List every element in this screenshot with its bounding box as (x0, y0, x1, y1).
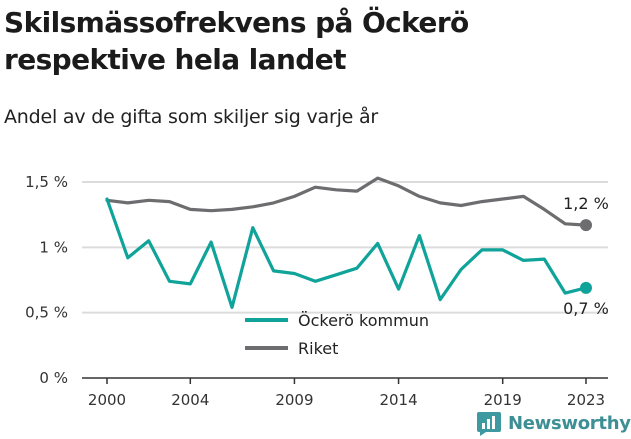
legend-label: Riket (298, 339, 338, 358)
x-axis: 2000 2004 2009 2014 2019 2023 (82, 377, 608, 409)
series-line (105, 176, 588, 227)
series-end-point (580, 281, 592, 294)
legend-label: Öckerö kommun (298, 311, 429, 330)
x-tick-label: 2004 (171, 391, 209, 409)
series-end-point (580, 219, 592, 232)
series-lines: 1,2 % 0,7 % (105, 176, 609, 318)
x-tick-label: 2000 (88, 391, 126, 409)
newsworthy-chart-icon (477, 412, 501, 436)
series-end-label: 1,2 % (563, 194, 609, 213)
x-tick-label: 2009 (275, 391, 313, 409)
grid-lines (82, 181, 608, 314)
series-end-label: 0,7 % (563, 299, 609, 318)
x-tick-label: 2019 (484, 391, 522, 409)
y-tick-label: 0 % (39, 369, 68, 387)
y-tick-label: 0,5 % (25, 304, 68, 322)
line-chart: 0 % 0,5 % 1 % 1,5 % 2000 2004 2009 2014 2019 202… (25, 173, 609, 409)
y-axis: 0 % 0,5 % 1 % 1,5 % (25, 173, 68, 387)
chart-subtitle: Andel av de gifta som skiljer sig varje … (4, 106, 379, 128)
series-line (105, 197, 588, 309)
chart-title: Skilsmässofrekvens på Öckerö respektive … (4, 6, 469, 76)
brand-name: Newsworthy (508, 412, 631, 434)
y-tick-label: 1 % (39, 238, 68, 256)
x-tick-label: 2014 (379, 391, 417, 409)
x-tick-label: 2023 (567, 391, 605, 409)
legend: Öckerö kommun Riket (245, 311, 429, 358)
newsworthy-logo: Newsworthy (476, 409, 631, 437)
y-tick-label: 1,5 % (25, 173, 68, 191)
